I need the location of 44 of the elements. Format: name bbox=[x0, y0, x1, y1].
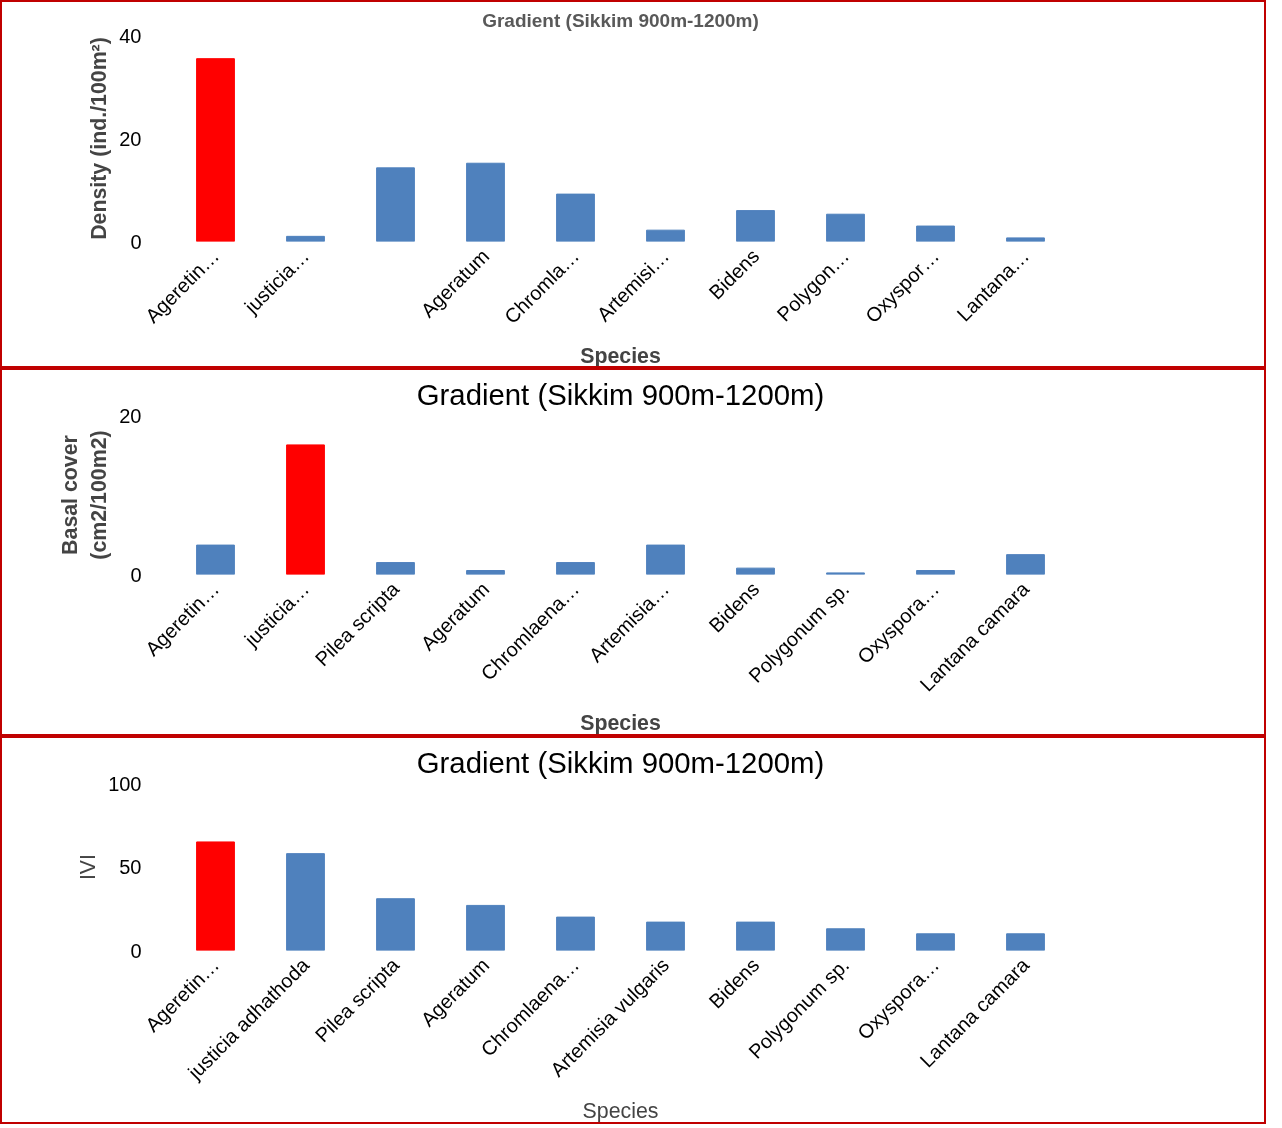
bar bbox=[736, 210, 775, 242]
bar bbox=[286, 853, 325, 951]
chart-title: Gradient (Sikkim 900m-1200m) bbox=[416, 377, 825, 411]
bar bbox=[466, 904, 505, 951]
y-tick-label: 100 bbox=[108, 772, 142, 795]
bar bbox=[466, 570, 505, 575]
y-axis-title: Basal cover (cm2/100m2) bbox=[58, 430, 112, 560]
y-tick-label: 20 bbox=[119, 404, 142, 427]
chart-title: Gradient (Sikkim 900m-1200m) bbox=[416, 745, 825, 779]
bar bbox=[916, 225, 955, 242]
bar bbox=[916, 933, 955, 951]
bar bbox=[826, 928, 865, 951]
bar bbox=[376, 562, 415, 575]
bar bbox=[196, 841, 235, 951]
bar bbox=[646, 921, 685, 951]
bar bbox=[196, 544, 235, 575]
bar bbox=[196, 58, 235, 242]
bar bbox=[736, 921, 775, 951]
x-axis-title: Species bbox=[582, 1099, 659, 1124]
bar bbox=[1006, 554, 1045, 575]
y-tick-label: 0 bbox=[130, 230, 142, 253]
y-tick-label: 0 bbox=[130, 939, 142, 962]
y-tick-label: 40 bbox=[119, 24, 142, 47]
bar bbox=[916, 570, 955, 575]
bar bbox=[466, 162, 505, 242]
y-axis-title: IVI bbox=[76, 853, 101, 881]
y-tick-label: 0 bbox=[130, 563, 142, 586]
bar bbox=[646, 544, 685, 575]
bar bbox=[556, 916, 595, 951]
y-tick-label: 20 bbox=[119, 127, 142, 150]
bar bbox=[1006, 237, 1045, 242]
bar bbox=[1006, 933, 1045, 951]
bar bbox=[556, 562, 595, 575]
x-axis-title: Species bbox=[580, 711, 661, 736]
bar bbox=[646, 229, 685, 242]
y-axis-title: Density (ind./100m²) bbox=[87, 37, 112, 240]
y-tick-label: 50 bbox=[119, 856, 142, 878]
bar bbox=[376, 167, 415, 242]
bar bbox=[556, 193, 595, 242]
bar bbox=[286, 444, 325, 575]
bar bbox=[736, 567, 775, 575]
bar bbox=[826, 213, 865, 242]
bar bbox=[376, 898, 415, 951]
chart-title: Gradient (Sikkim 900m-1200m) bbox=[482, 9, 759, 31]
